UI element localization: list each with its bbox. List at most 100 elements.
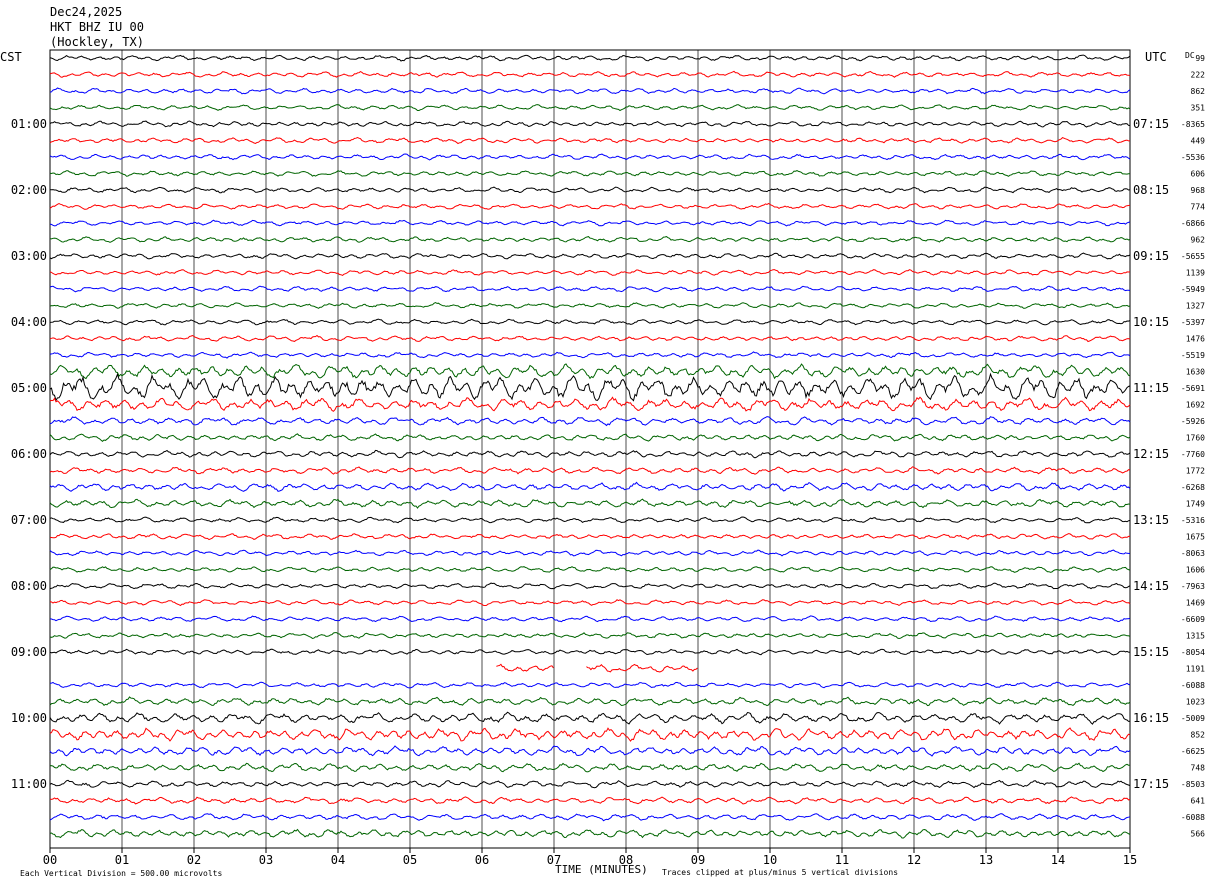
- dc-offset-label: -7963: [1181, 582, 1205, 591]
- trace-row: [49, 549, 1131, 557]
- dc-offset-label: -6088: [1181, 813, 1205, 822]
- right-hour-label: 07:15: [1133, 117, 1169, 131]
- trace-row: [49, 302, 1131, 309]
- dc-offset-label: -6866: [1181, 219, 1205, 228]
- dc-offset-label: 1772: [1186, 467, 1205, 476]
- left-hour-label: 09:00: [11, 645, 47, 659]
- left-hour-label: 05:00: [11, 381, 47, 395]
- x-tick-label: 10: [763, 853, 777, 867]
- x-tick-label: 04: [331, 853, 345, 867]
- dc-offset-label: -6268: [1181, 483, 1205, 492]
- dc-offset-label: 1749: [1186, 500, 1205, 509]
- dc-offset-label: -5926: [1181, 417, 1205, 426]
- x-axis-title: TIME (MINUTES): [555, 863, 648, 876]
- trace-row: [49, 796, 1131, 805]
- right-hour-label: 09:15: [1133, 249, 1169, 263]
- dc-offset-label: 962: [1191, 236, 1206, 245]
- dc-offset-label: -6088: [1181, 681, 1205, 690]
- x-tick-label: 13: [979, 853, 993, 867]
- dc-offset-label: 852: [1191, 731, 1206, 740]
- dc-offset-label: -5316: [1181, 516, 1205, 525]
- dc-offset-label: 1476: [1186, 335, 1205, 344]
- right-timezone-label: UTC: [1145, 50, 1167, 64]
- trace-row: [49, 449, 1131, 459]
- trace-row: [49, 87, 1131, 95]
- dc-offset-label: -5519: [1181, 351, 1205, 360]
- trace-row: [49, 236, 1131, 243]
- left-hour-label: 01:00: [11, 117, 47, 131]
- trace-row: [49, 813, 1131, 822]
- left-hour-label: 06:00: [11, 447, 47, 461]
- x-tick-label: 00: [43, 853, 57, 867]
- x-tick-label: 02: [187, 853, 201, 867]
- trace-row: [49, 566, 1131, 573]
- dc-offset-label: -5397: [1181, 318, 1205, 327]
- dc-offset-label: 1315: [1186, 632, 1205, 641]
- dc-offset-label: -6625: [1181, 747, 1205, 756]
- right-hour-label: 16:15: [1133, 711, 1169, 725]
- location-label: (Hockley, TX): [50, 35, 144, 49]
- trace-row: [49, 648, 1131, 656]
- trace-row: [49, 433, 1131, 442]
- dc-offset-label: -7760: [1181, 450, 1205, 459]
- trace-row: [49, 285, 1131, 293]
- trace-row: [49, 727, 1131, 742]
- dc-offset-label: 1139: [1186, 269, 1205, 278]
- trace-row: [49, 615, 1131, 623]
- trace-row: [49, 269, 1131, 276]
- dc-offset-label: -8503: [1181, 780, 1205, 789]
- plot-frame: [49, 49, 1131, 849]
- dc-offset-label: 641: [1191, 797, 1206, 806]
- trace-row: [49, 498, 1131, 509]
- trace-row: [49, 136, 1131, 145]
- dc-offset-label: 351: [1191, 104, 1206, 113]
- x-tick-label: 09: [691, 853, 705, 867]
- x-tick-label: 11: [835, 853, 849, 867]
- right-hour-label: 13:15: [1133, 513, 1169, 527]
- x-tick-label: 01: [115, 853, 129, 867]
- dc-offset-label: 606: [1191, 170, 1206, 179]
- dc-offset-label: 1191: [1186, 665, 1205, 674]
- dc-offset-label: 968: [1191, 186, 1206, 195]
- trace-row: [49, 120, 1131, 128]
- trace-row: [49, 598, 1131, 607]
- trace-row: [49, 762, 1130, 773]
- left-hour-label: 11:00: [11, 777, 47, 791]
- x-tick-label: 15: [1123, 853, 1137, 867]
- trace-row: [49, 153, 1131, 161]
- trace-layer: [49, 54, 1131, 839]
- dc-offset-label: -6609: [1181, 615, 1205, 624]
- dc-offset-label: 566: [1191, 830, 1206, 839]
- clip-note: Traces clipped at plus/minus 5 vertical …: [662, 868, 898, 877]
- dc-offset-label: 1760: [1186, 434, 1205, 443]
- left-hour-label: 08:00: [11, 579, 47, 593]
- dc-offset-label: -5949: [1181, 285, 1205, 294]
- trace-row: [49, 372, 1131, 402]
- right-hour-label: 15:15: [1133, 645, 1169, 659]
- x-tick-label: 08: [619, 853, 633, 867]
- x-tick-label: 06: [475, 853, 489, 867]
- trace-row: [49, 170, 1131, 177]
- trace-row: [49, 696, 1131, 707]
- x-tick-label: 03: [259, 853, 273, 867]
- left-hour-label: 10:00: [11, 711, 47, 725]
- dc-offset-label: -8063: [1181, 549, 1205, 558]
- right-hour-label: 14:15: [1133, 579, 1169, 593]
- trace-row: [496, 663, 698, 673]
- trace-row: [49, 363, 1131, 380]
- dc-offset-label: -5536: [1181, 153, 1205, 162]
- dc-offset-label: 774: [1191, 203, 1206, 212]
- trace-row: [49, 104, 1131, 112]
- trace-row: [49, 334, 1131, 343]
- right-hour-label: 10:15: [1133, 315, 1169, 329]
- station-label: HKT BHZ IU 00: [50, 20, 144, 34]
- date-label: Dec24,2025: [50, 5, 123, 19]
- scale-note: Each Vertical Division = 500.00 microvol…: [20, 869, 222, 878]
- trace-row: [49, 516, 1131, 524]
- trace-row: [49, 351, 1131, 359]
- dc-offset-label: 748: [1191, 764, 1206, 773]
- trace-row: [49, 252, 1131, 260]
- left-hour-label: 04:00: [11, 315, 47, 329]
- left-hour-label: 02:00: [11, 183, 47, 197]
- right-hour-label: 08:15: [1133, 183, 1169, 197]
